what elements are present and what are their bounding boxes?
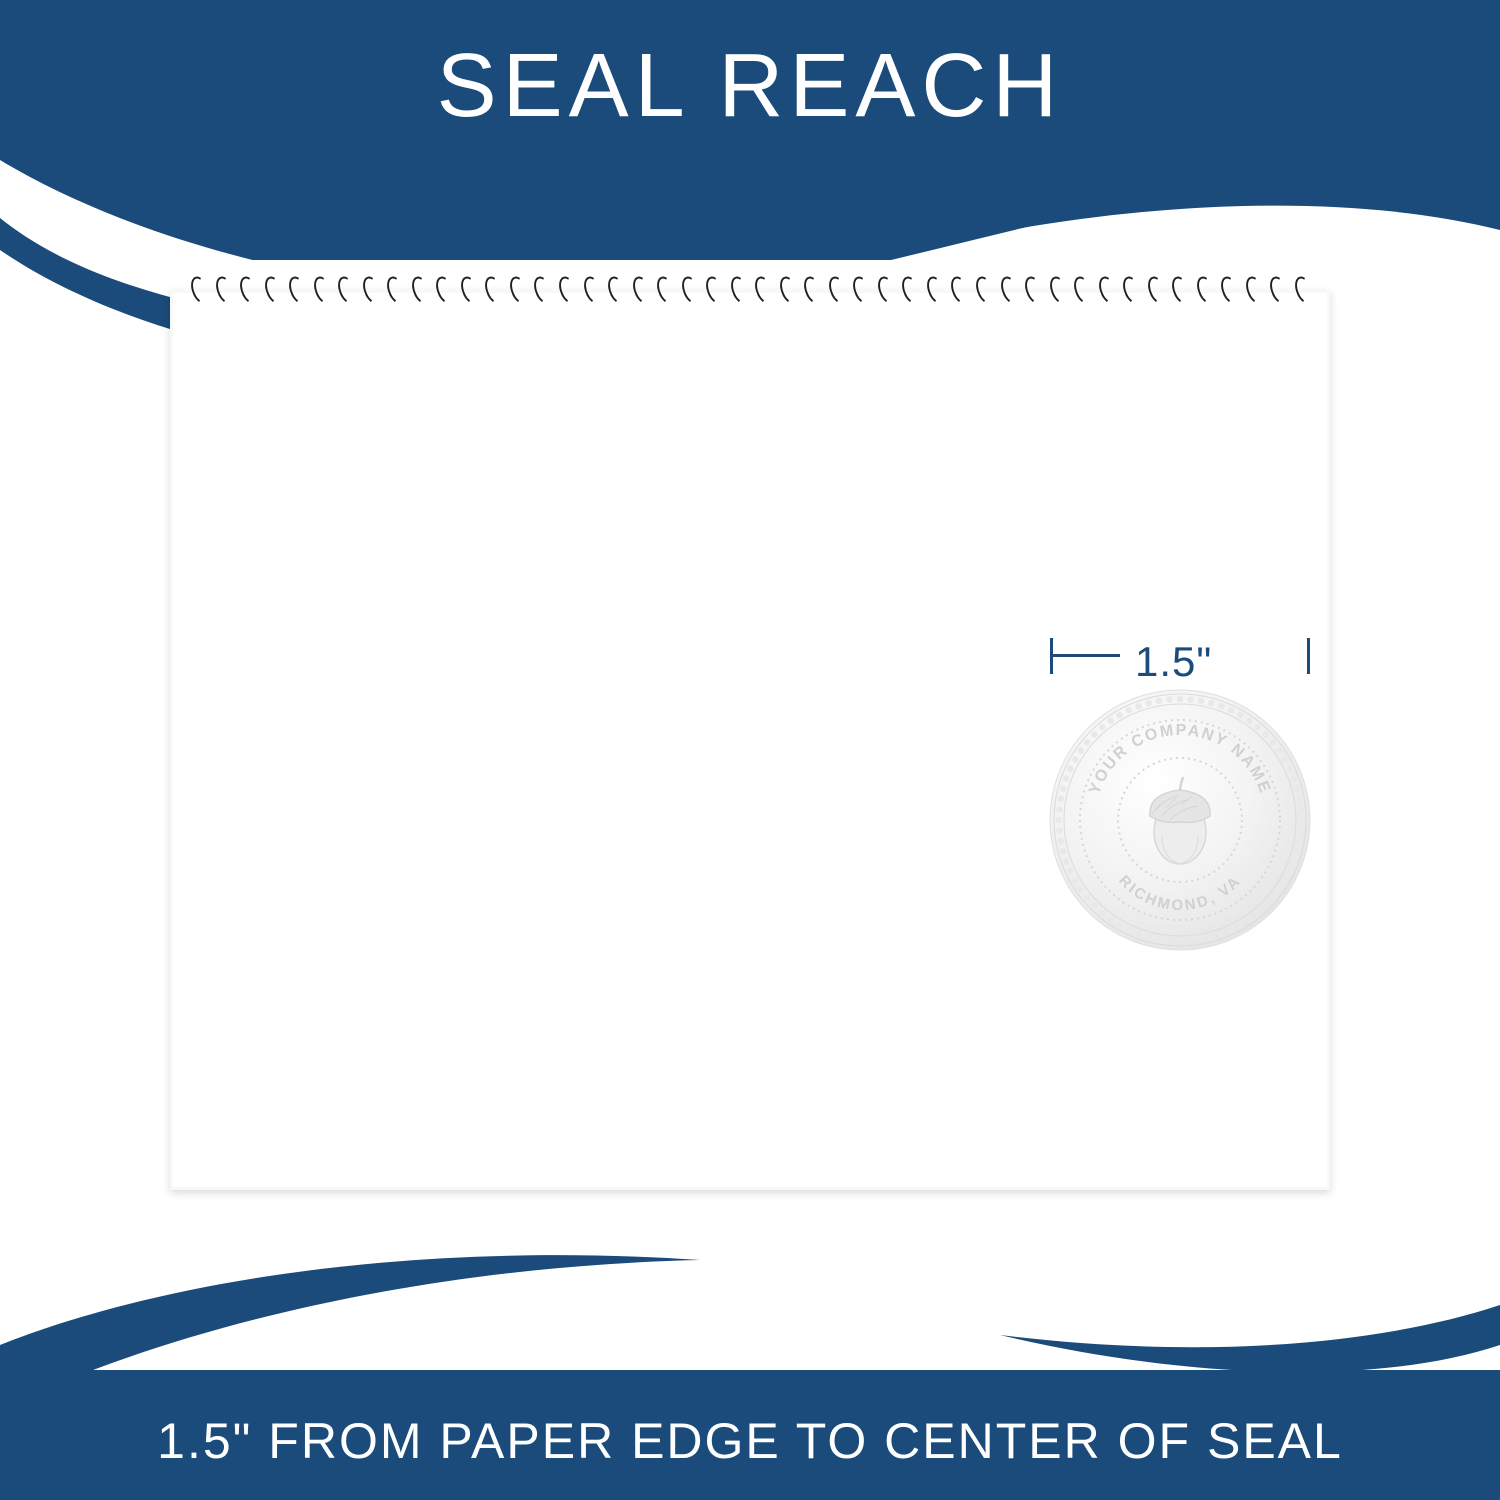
spiral-ring: [1073, 276, 1089, 304]
spiral-ring: [288, 276, 304, 304]
spiral-ring: [411, 276, 427, 304]
measurement-indicator: 1.5": [1050, 630, 1310, 680]
spiral-ring: [705, 276, 721, 304]
spiral-ring: [362, 276, 378, 304]
spiral-ring: [1196, 276, 1212, 304]
spiral-ring: [1098, 276, 1114, 304]
spiral-ring: [681, 276, 697, 304]
footer-text: 1.5" FROM PAPER EDGE TO CENTER OF SEAL: [0, 1412, 1500, 1470]
spiral-ring: [975, 276, 991, 304]
spiral-binding: [190, 276, 1310, 306]
embossed-seal: YOUR COMPANY NAME RICHMOND, VA: [1040, 680, 1320, 960]
spiral-ring: [632, 276, 648, 304]
spiral-ring: [656, 276, 672, 304]
spiral-ring: [435, 276, 451, 304]
spiral-ring: [877, 276, 893, 304]
spiral-ring: [1245, 276, 1261, 304]
spiral-ring: [803, 276, 819, 304]
spiral-ring: [1000, 276, 1016, 304]
measure-label: 1.5": [1135, 638, 1212, 686]
spiral-ring: [1122, 276, 1138, 304]
spiral-ring: [313, 276, 329, 304]
measure-cap-right: [1307, 638, 1310, 674]
spiral-ring: [926, 276, 942, 304]
spiral-ring: [239, 276, 255, 304]
page-title: SEAL REACH: [0, 35, 1500, 138]
spiral-ring: [730, 276, 746, 304]
spiral-ring: [754, 276, 770, 304]
spiral-ring: [583, 276, 599, 304]
spiral-ring: [460, 276, 476, 304]
spiral-ring: [1049, 276, 1065, 304]
notebook: 1.5" YOUR COMPANY NAME RICHMO: [170, 290, 1330, 1190]
spiral-ring: [828, 276, 844, 304]
spiral-ring: [337, 276, 353, 304]
spiral-ring: [1294, 276, 1310, 304]
spiral-ring: [509, 276, 525, 304]
spiral-ring: [779, 276, 795, 304]
spiral-ring: [1024, 276, 1040, 304]
spiral-ring: [386, 276, 402, 304]
spiral-ring: [901, 276, 917, 304]
spiral-ring: [1269, 276, 1285, 304]
spiral-ring: [1171, 276, 1187, 304]
measure-line-right: [1050, 654, 1120, 657]
spiral-ring: [950, 276, 966, 304]
spiral-ring: [1147, 276, 1163, 304]
spiral-ring: [852, 276, 868, 304]
spiral-ring: [533, 276, 549, 304]
spiral-ring: [190, 276, 206, 304]
spiral-ring: [484, 276, 500, 304]
spiral-ring: [264, 276, 280, 304]
spiral-ring: [607, 276, 623, 304]
spiral-ring: [215, 276, 231, 304]
spiral-ring: [558, 276, 574, 304]
spiral-ring: [1220, 276, 1236, 304]
